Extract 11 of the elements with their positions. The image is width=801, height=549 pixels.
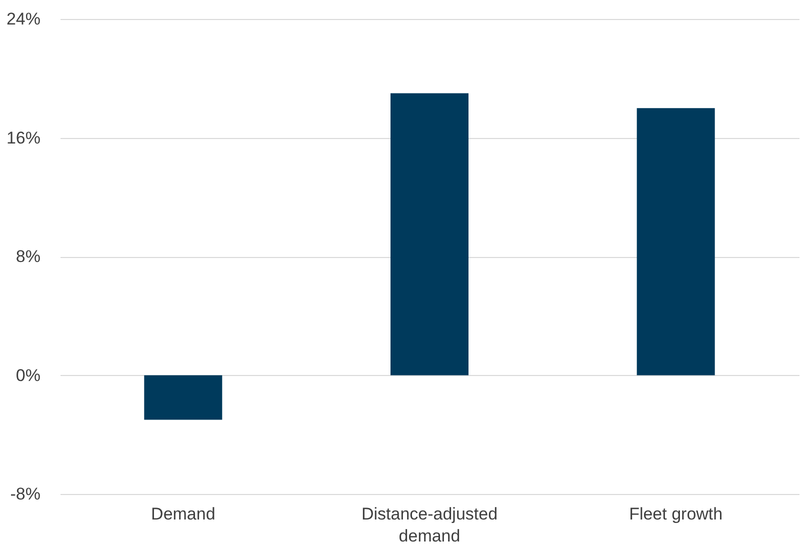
y-tick-label: 8%	[16, 247, 40, 266]
x-tick-label: Distance-adjusted demand	[361, 504, 498, 546]
y-tick-label: -8%	[10, 484, 40, 504]
x-tick-label: Demand	[151, 504, 216, 524]
bar	[144, 375, 222, 420]
bar	[636, 108, 715, 376]
y-tick-label: 16%	[6, 128, 40, 148]
y-tick-label: 24%	[6, 10, 40, 28]
x-tick-label: Fleet growth	[629, 504, 723, 524]
bar	[390, 93, 468, 376]
y-tick-label: 0%	[16, 366, 40, 385]
